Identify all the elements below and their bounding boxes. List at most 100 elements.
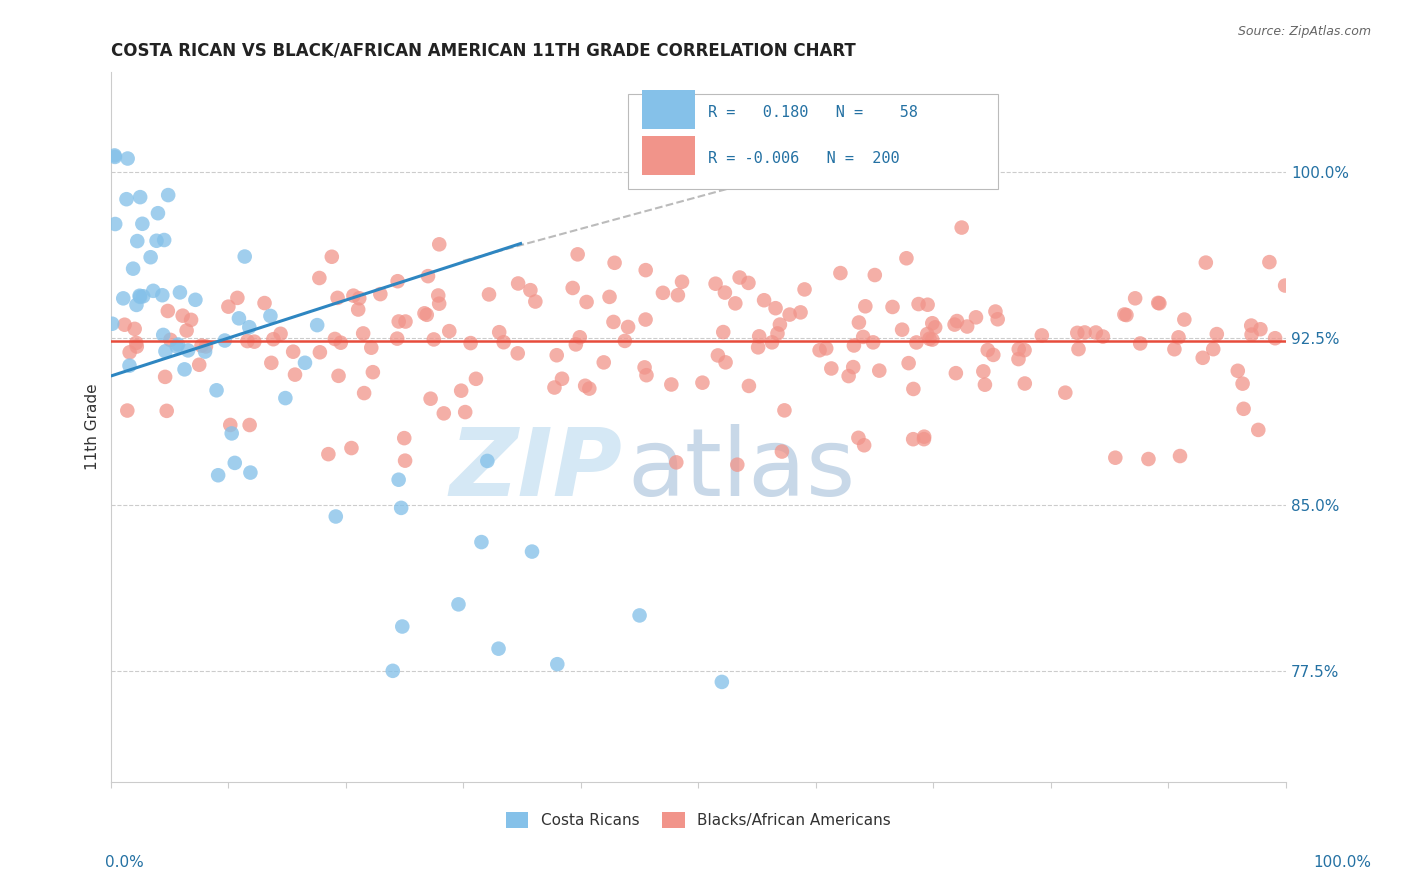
Point <box>748 329 770 343</box>
Point <box>167 337 190 351</box>
Point <box>169 285 191 300</box>
Point <box>761 335 783 350</box>
Point <box>945 366 967 380</box>
Point <box>115 192 138 206</box>
Point <box>918 332 941 346</box>
Point <box>1205 327 1227 342</box>
Point <box>347 302 370 317</box>
Point <box>974 377 997 392</box>
Point <box>262 332 284 346</box>
Point <box>394 314 416 328</box>
Point <box>752 293 775 308</box>
Point <box>142 284 165 298</box>
Point <box>965 310 987 325</box>
Point <box>977 343 1000 357</box>
Point <box>1114 308 1136 322</box>
Point <box>520 544 543 558</box>
Point <box>150 288 173 302</box>
Point <box>104 217 127 231</box>
Point <box>394 431 416 445</box>
Point <box>129 290 152 304</box>
Point <box>634 312 657 326</box>
Point <box>388 314 411 328</box>
Point <box>956 319 979 334</box>
Point <box>157 188 180 202</box>
Point <box>666 288 689 302</box>
Point <box>842 338 865 352</box>
Point <box>868 364 890 378</box>
Point <box>863 268 886 282</box>
Point <box>492 335 515 350</box>
Point <box>132 289 155 303</box>
Point <box>465 372 488 386</box>
Point <box>323 332 346 346</box>
Point <box>602 315 624 329</box>
Point <box>370 287 392 301</box>
Point <box>318 447 340 461</box>
Text: COSTA RICAN VS BLACK/AFRICAN AMERICAN 11TH GRADE CORRELATION CHART: COSTA RICAN VS BLACK/AFRICAN AMERICAN 11… <box>111 42 855 60</box>
Point <box>820 361 842 376</box>
Point <box>1067 342 1090 356</box>
Point <box>117 403 139 417</box>
Point <box>128 289 150 303</box>
Point <box>1195 255 1218 269</box>
Point <box>651 285 673 300</box>
Point <box>166 339 188 353</box>
Point <box>450 384 472 398</box>
Point <box>905 335 928 350</box>
Point <box>1173 312 1195 326</box>
Point <box>1123 291 1146 305</box>
Point <box>984 304 1007 318</box>
Point <box>454 405 477 419</box>
Point <box>360 341 382 355</box>
Point <box>987 312 1010 326</box>
Point <box>551 372 574 386</box>
Point <box>239 466 262 480</box>
Point <box>416 269 439 284</box>
Point <box>907 297 929 311</box>
Point <box>1247 423 1270 437</box>
Point <box>270 326 292 341</box>
Point <box>546 657 568 672</box>
Point <box>1168 449 1191 463</box>
Point <box>388 473 411 487</box>
Point <box>561 281 583 295</box>
Point <box>543 380 565 394</box>
Point <box>122 261 145 276</box>
Point <box>219 417 242 432</box>
Point <box>508 277 530 291</box>
Point <box>578 382 600 396</box>
Point <box>125 298 148 312</box>
Point <box>1066 326 1088 340</box>
Point <box>389 500 412 515</box>
Point <box>519 283 541 297</box>
Point <box>176 324 198 338</box>
Point <box>714 355 737 369</box>
Legend: Costa Ricans, Blacks/African Americans: Costa Ricans, Blacks/African Americans <box>499 806 897 834</box>
Point <box>173 362 195 376</box>
Point <box>1014 343 1036 358</box>
Point <box>793 282 815 296</box>
Point <box>808 343 831 358</box>
Point <box>228 311 250 326</box>
Point <box>104 148 127 162</box>
Text: R =   0.180   N =    58: R = 0.180 N = 58 <box>707 105 918 120</box>
Point <box>1115 308 1137 322</box>
Point <box>1258 255 1281 269</box>
Point <box>253 296 276 310</box>
Point <box>1104 450 1126 465</box>
Point <box>636 368 658 383</box>
Point <box>233 250 256 264</box>
Point <box>153 370 176 384</box>
Point <box>243 334 266 349</box>
Point <box>1264 331 1286 345</box>
Point <box>524 294 547 309</box>
Point <box>124 322 146 336</box>
Point <box>114 318 136 332</box>
Point <box>104 150 127 164</box>
Point <box>361 365 384 379</box>
Text: atlas: atlas <box>628 424 856 516</box>
Point <box>284 368 307 382</box>
Point <box>896 252 918 266</box>
Bar <box>643 90 695 129</box>
